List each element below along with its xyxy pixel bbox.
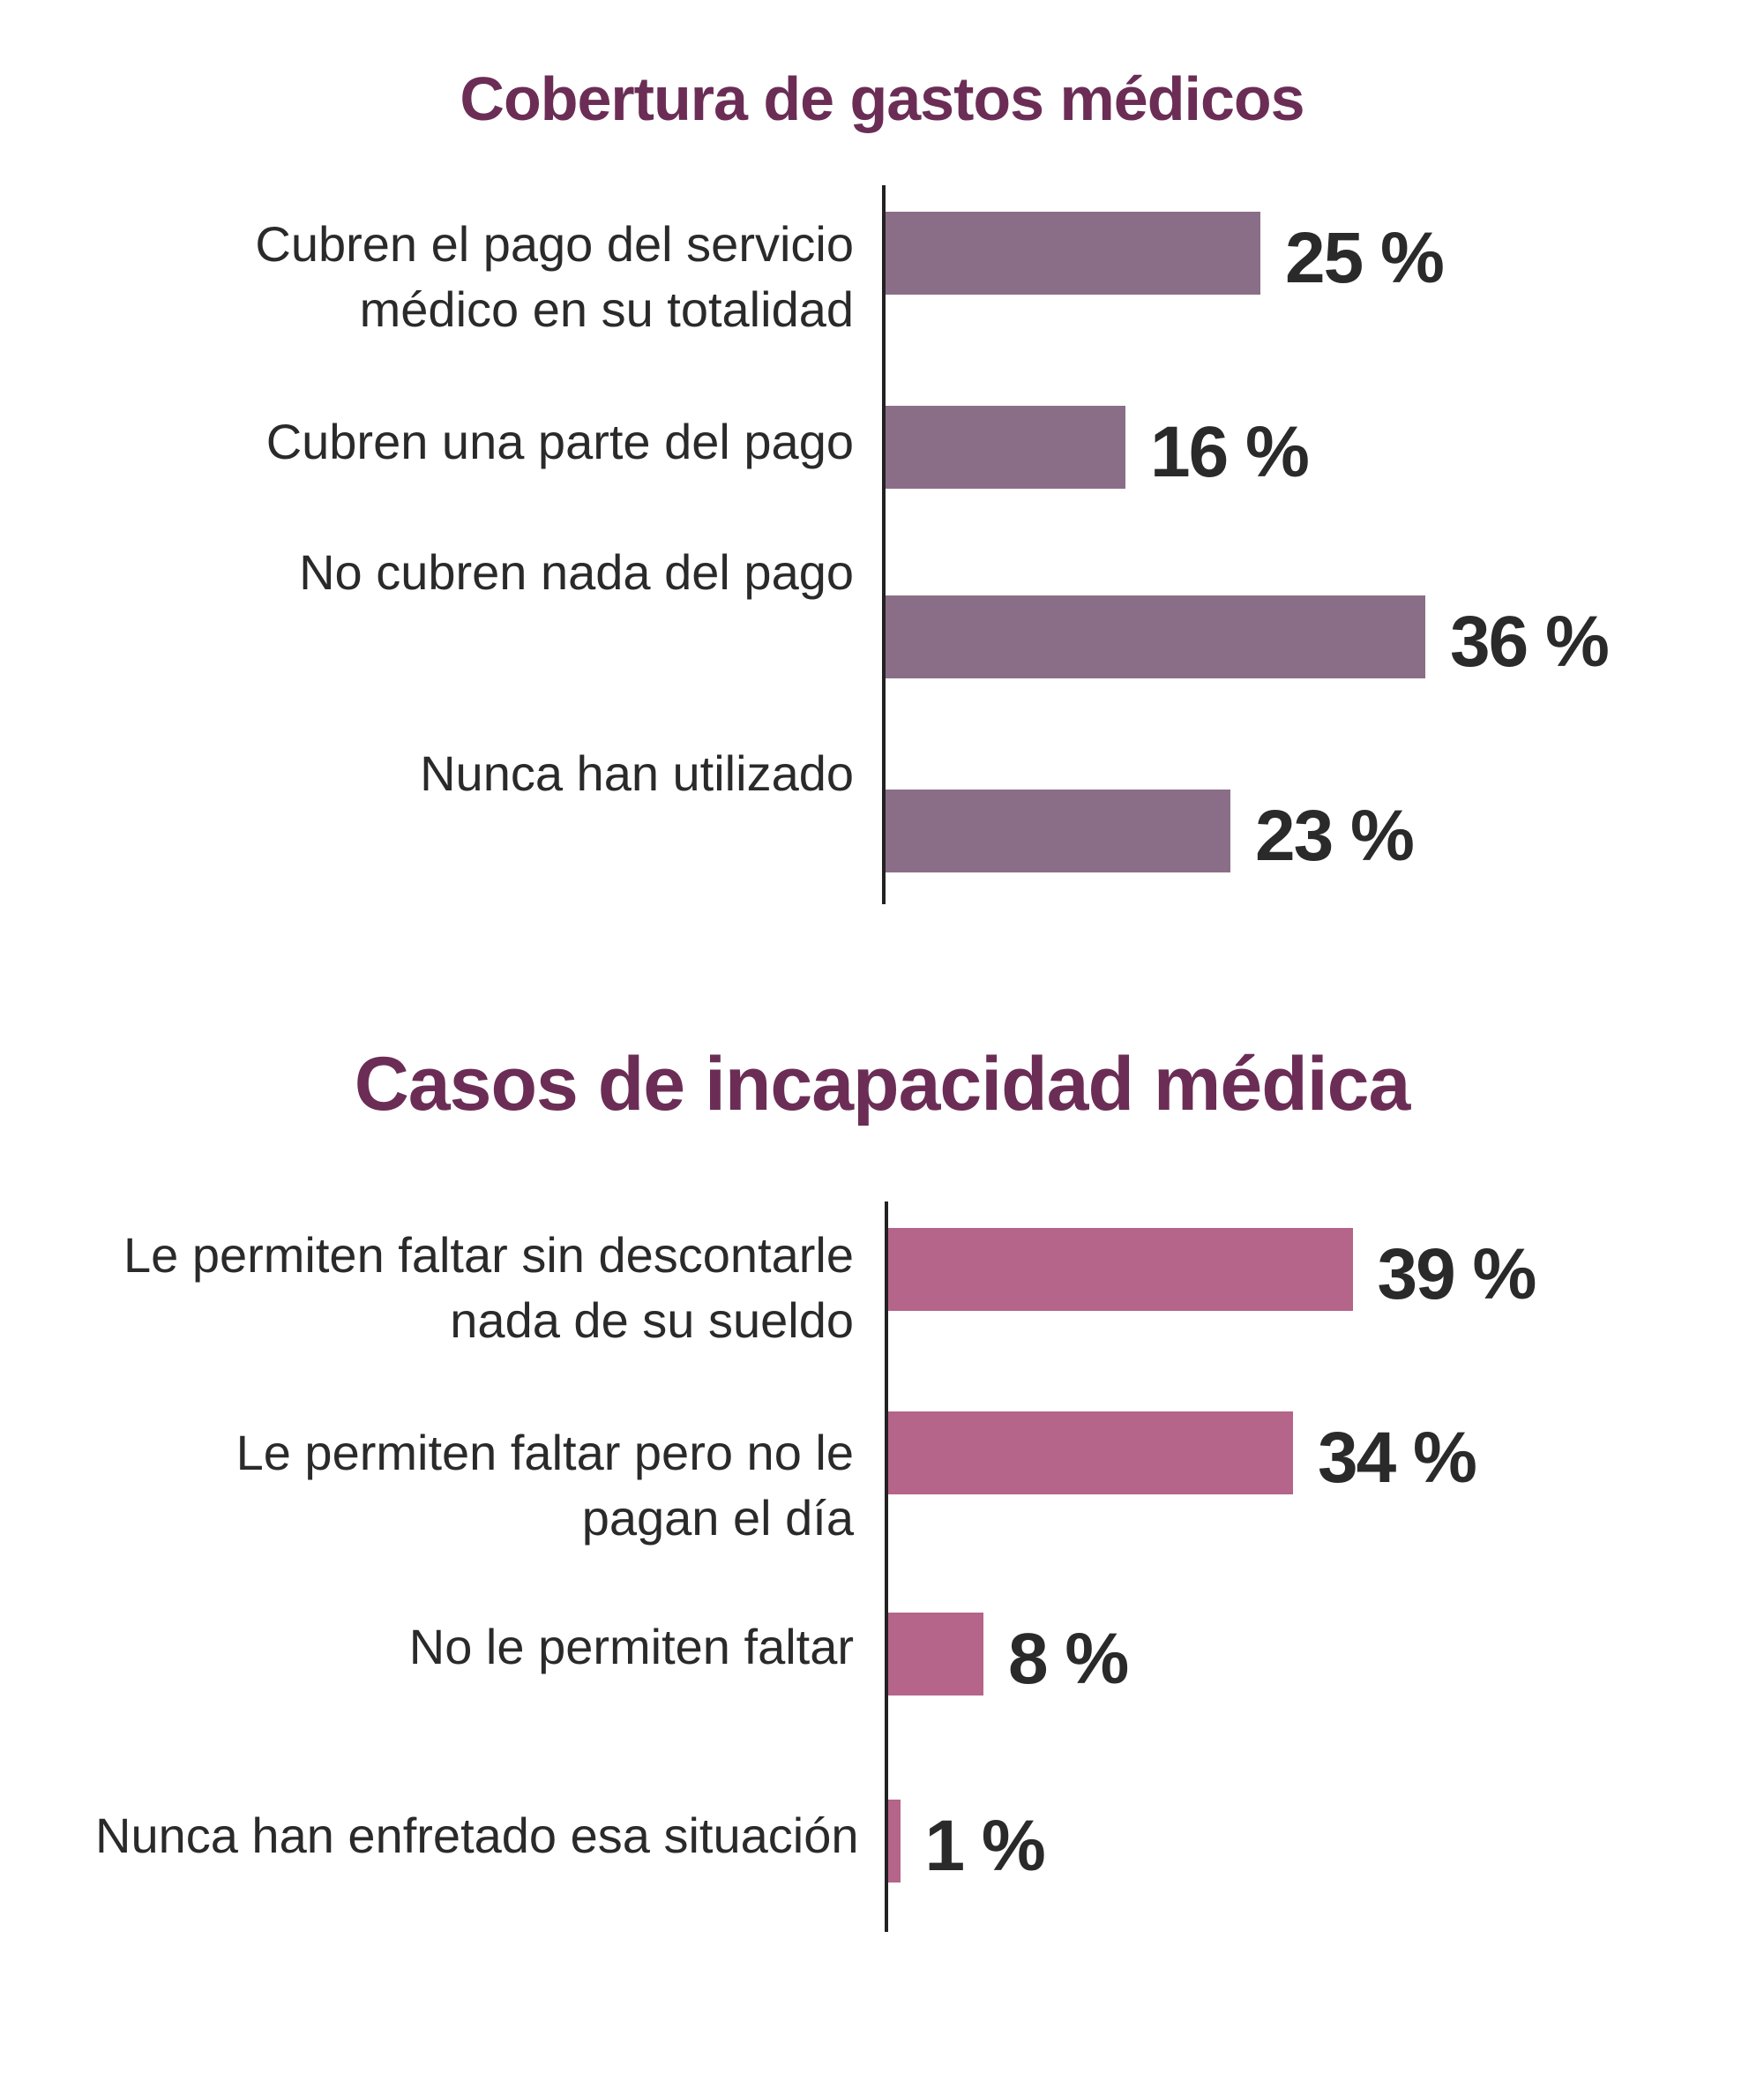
- value-label: 23 %: [1255, 796, 1415, 876]
- medical-expense-coverage-chart: Cobertura de gastos médicos Cubren el pa…: [0, 0, 1764, 935]
- value-label: 36 %: [1450, 602, 1610, 682]
- chart-title: Casos de incapacidad médica: [354, 1042, 1411, 1127]
- category-label-line: No cubren nada del pago: [299, 544, 854, 600]
- category-label: No le permiten faltar: [95, 1614, 854, 1680]
- bar: [886, 406, 1125, 489]
- category-label-line: Le permiten faltar pero no le: [235, 1425, 854, 1480]
- category-label-line: Cubren una parte del pago: [265, 414, 854, 469]
- value-label: 8 %: [1008, 1619, 1129, 1699]
- bar: [888, 1228, 1353, 1311]
- value-label: 1 %: [924, 1806, 1046, 1886]
- medical-incapacity-chart: Casos de incapacidad médica Le permiten …: [0, 1006, 1764, 2064]
- category-label: Nunca han utilizado: [95, 741, 854, 806]
- category-label-line: Nunca han enfretado esa situación: [95, 1808, 859, 1863]
- bar: [888, 1411, 1293, 1494]
- y-axis-line: [882, 185, 886, 904]
- category-label: Cubren el pago del servicio médico en su …: [95, 212, 854, 342]
- value-label: 25 %: [1285, 218, 1445, 298]
- chart-title: Cobertura de gastos médicos: [460, 64, 1304, 133]
- category-label: Nunca han enfretado esa situación: [95, 1803, 859, 1868]
- category-label-line: nada de su sueldo: [450, 1292, 854, 1348]
- category-label: Le permiten faltar sin descontarle nada d…: [95, 1223, 854, 1353]
- bar: [886, 212, 1260, 295]
- category-label-line: Le permiten faltar sin descontarle: [123, 1227, 854, 1283]
- category-label-line: pagan el día: [581, 1490, 854, 1546]
- bar: [886, 595, 1425, 678]
- category-label-line: Nunca han utilizado: [420, 745, 854, 801]
- value-label: 16 %: [1150, 412, 1310, 492]
- bar: [888, 1613, 983, 1695]
- category-label-line: Cubren el pago del servicio: [255, 216, 854, 272]
- value-label: 34 %: [1318, 1418, 1477, 1498]
- bar: [886, 790, 1230, 872]
- bar: [888, 1800, 901, 1883]
- category-label-line: médico en su totalidad: [359, 281, 854, 337]
- category-label: Cubren una parte del pago: [95, 409, 854, 475]
- category-label: No cubren nada del pago: [95, 540, 854, 605]
- category-label: Le permiten faltar pero no le pagan el dí…: [95, 1420, 854, 1551]
- y-axis-line: [885, 1201, 888, 1932]
- category-label-line: No le permiten faltar: [408, 1619, 854, 1674]
- value-label: 39 %: [1377, 1234, 1537, 1314]
